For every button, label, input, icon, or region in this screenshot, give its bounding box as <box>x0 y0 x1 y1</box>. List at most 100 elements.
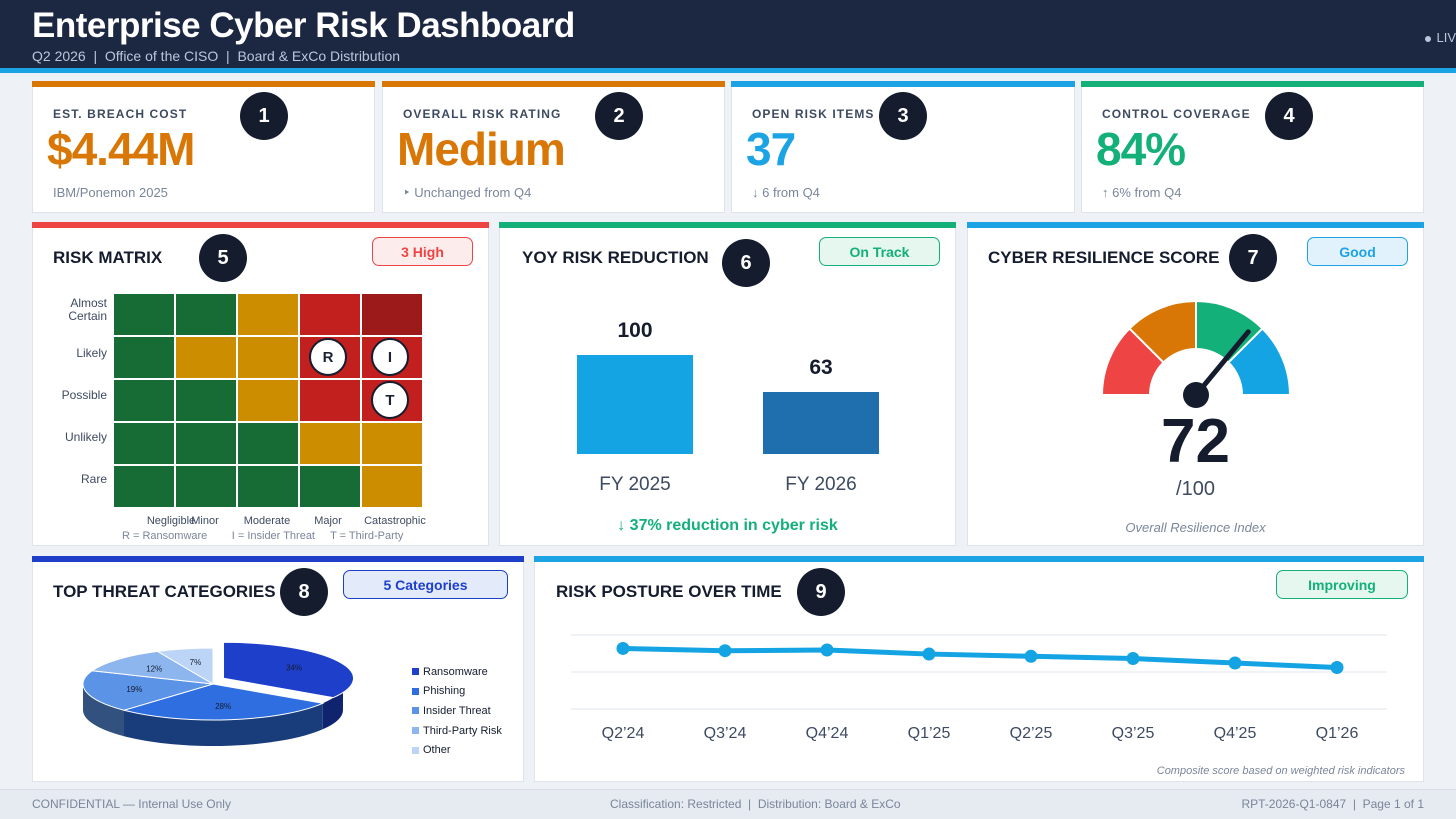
gauge-needle <box>1193 329 1251 398</box>
posture-data-point[interactable] <box>1126 652 1140 666</box>
kpi-note: ↓ 6 from Q4 <box>752 185 820 200</box>
matrix-cell <box>300 294 360 335</box>
pie-slice[interactable] <box>122 683 325 721</box>
header-accent-bar <box>0 68 1456 73</box>
resilience-panel: CYBER RESILIENCE SCORE 7 Good 72 /100 Ov… <box>967 222 1424 546</box>
risk-marker[interactable]: R <box>309 338 347 376</box>
pie-slice-label: 34% <box>286 664 302 673</box>
legend-label: Insider Threat <box>423 704 491 717</box>
legend-swatch <box>412 687 419 695</box>
risk-marker[interactable]: I <box>371 338 409 376</box>
posture-note: Composite score based on weighted risk i… <box>1156 765 1405 777</box>
x-tick-label: Q3’25 <box>1111 725 1155 742</box>
matrix-cell <box>114 466 174 507</box>
pie-slice[interactable] <box>90 650 214 685</box>
callout-badge: 1 <box>240 92 288 140</box>
matrix-cell <box>176 337 236 378</box>
pie-legend-item: Insider Threat <box>412 701 502 721</box>
pie-slice[interactable] <box>223 641 355 699</box>
pie-legend-item: Phishing <box>412 682 502 702</box>
risk-matrix-panel: RISK MATRIX 5 3 High Almost Certain Like… <box>32 222 489 546</box>
resilience-score: 72 <box>1161 407 1230 476</box>
matrix-cell <box>176 380 236 421</box>
card-accent-bar <box>499 222 956 228</box>
page-subtitle: Q2 2026 | Office of the CISO | Board & E… <box>32 48 401 64</box>
pie-slice-label: 12% <box>146 665 162 674</box>
kpi-value: $4.44M <box>47 123 195 175</box>
matrix-cell <box>114 294 174 335</box>
threat-pie-chart: 34% 28% 19% 12% 7% <box>82 641 355 746</box>
posture-data-point[interactable] <box>1024 649 1038 663</box>
panel-title: TOP THREAT CATEGORIES <box>53 582 276 601</box>
pie-side <box>83 684 125 737</box>
matrix-cell <box>114 380 174 421</box>
pie-legend-item: Third-Party Risk <box>412 721 502 741</box>
kpi-card-open-risks[interactable]: OPEN RISK ITEMS 37 ↓ 6 from Q4 3 <box>731 81 1075 213</box>
callout-badge: 7 <box>1229 234 1277 282</box>
yoy-bar <box>577 355 693 454</box>
likelihood-label: Rare <box>80 472 107 486</box>
risk-posture-line-chart <box>571 634 1387 710</box>
footer: CONFIDENTIAL — Internal Use Only Classif… <box>0 789 1456 819</box>
matrix-cell <box>114 337 174 378</box>
kpi-label: OPEN RISK ITEMS <box>752 107 875 121</box>
legend-swatch <box>412 668 419 676</box>
posture-data-point[interactable] <box>820 643 834 657</box>
card-accent-bar <box>32 556 524 562</box>
kpi-card-breach-cost[interactable]: EST. BREACH COST $4.44M IBM/Ponemon 2025… <box>32 81 375 213</box>
threat-categories-panel: TOP THREAT CATEGORIES 8 5 Categories 34%… <box>32 556 524 782</box>
legend-label: Third-Party Risk <box>423 724 502 737</box>
good-pill[interactable]: Good <box>1307 237 1408 266</box>
callout-badge: 2 <box>595 92 643 140</box>
reduction-summary: ↓ 37% reduction in cyber risk <box>617 517 838 534</box>
legend-swatch <box>412 727 419 735</box>
posture-data-point[interactable] <box>718 644 732 658</box>
impact-label: Negligible <box>146 515 196 527</box>
likelihood-label: Possible <box>61 388 107 402</box>
resilience-note: Overall Resilience Index <box>1125 520 1266 535</box>
panel-title: RISK POSTURE OVER TIME <box>556 582 782 601</box>
card-accent-bar <box>32 222 489 228</box>
matrix-cell <box>114 423 174 464</box>
matrix-cell: R <box>300 337 360 378</box>
risk-marker[interactable]: T <box>371 381 409 419</box>
posture-data-point[interactable] <box>616 641 630 655</box>
callout-badge: 5 <box>199 234 247 282</box>
likelihood-label-text: Almost Certain <box>68 296 107 323</box>
matrix-cell <box>238 423 298 464</box>
kpi-card-control-coverage[interactable]: CONTROL COVERAGE 84% ↑ 6% from Q4 4 <box>1081 81 1424 213</box>
x-tick-label: Q4’24 <box>805 725 849 742</box>
matrix-cell <box>176 294 236 335</box>
pie-slice[interactable] <box>156 647 214 685</box>
posture-data-point[interactable] <box>922 647 936 661</box>
matrix-cell <box>176 423 236 464</box>
x-tick-label: Q4’25 <box>1213 725 1257 742</box>
card-accent-bar <box>32 81 375 87</box>
matrix-cell: T <box>362 380 422 421</box>
impact-label: Catastrophic <box>364 515 426 527</box>
on-track-pill[interactable]: On Track <box>819 237 940 266</box>
card-accent-bar <box>967 222 1424 228</box>
posture-data-point[interactable] <box>1228 656 1242 670</box>
matrix-cell <box>300 423 360 464</box>
likelihood-label: Unlikely <box>64 430 107 444</box>
header: Enterprise Cyber Risk Dashboard Q2 2026 … <box>0 0 1456 68</box>
x-tick-label: Q2’24 <box>601 725 645 742</box>
matrix-cell: I <box>362 337 422 378</box>
posture-data-point[interactable] <box>1330 661 1344 675</box>
risk-posture-panel: RISK POSTURE OVER TIME 9 Improving Q2’24… <box>534 556 1424 782</box>
impact-label: Moderate <box>243 515 291 527</box>
pie-side <box>124 703 323 746</box>
x-tick-label: Q1’26 <box>1315 725 1359 742</box>
pie-legend-item: Other <box>412 740 502 760</box>
pie-legend: Ransomware Phishing Insider Threat Third-Pa… <box>412 662 502 760</box>
matrix-cell <box>300 380 360 421</box>
categories-pill[interactable]: 5 Categories <box>343 570 508 599</box>
high-risk-pill[interactable]: 3 High <box>372 237 473 266</box>
kpi-value: Medium <box>397 123 566 175</box>
yoy-risk-panel: YOY RISK REDUCTION 6 On Track 100 FY 2025… <box>499 222 956 546</box>
resilience-gauge <box>1100 299 1292 408</box>
kpi-card-risk-rating[interactable]: OVERALL RISK RATING Medium ‣ Unchanged f… <box>382 81 725 213</box>
improving-pill[interactable]: Improving <box>1276 570 1408 599</box>
